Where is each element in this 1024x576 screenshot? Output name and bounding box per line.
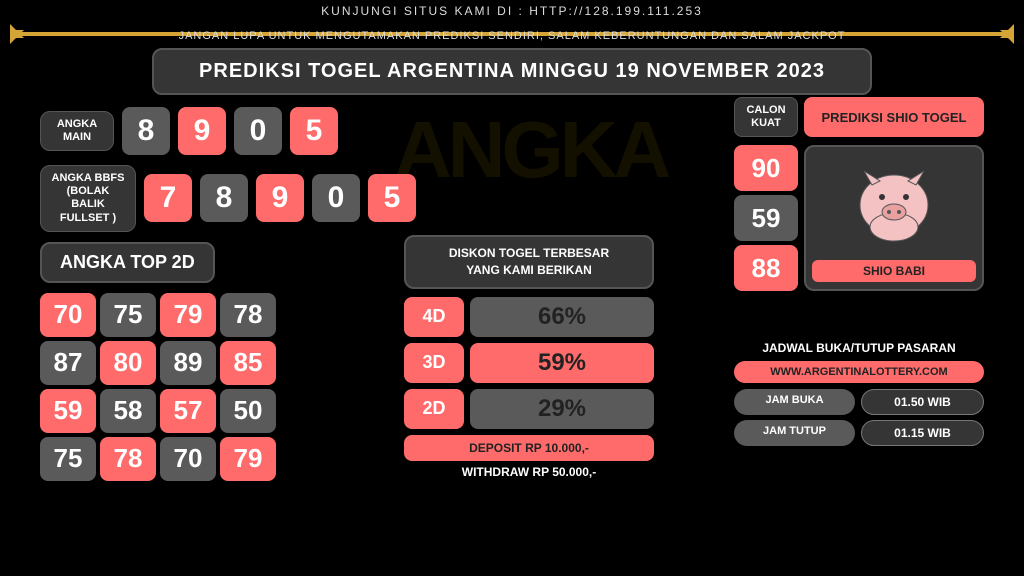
number-ball: 0	[234, 107, 282, 155]
top2d-cell: 75	[40, 437, 96, 481]
number-ball: 8	[122, 107, 170, 155]
top2d-cell: 50	[220, 389, 276, 433]
discount-value: 66%	[470, 297, 654, 337]
top2d-cell: 78	[220, 293, 276, 337]
discount-label: 2D	[404, 389, 464, 429]
number-ball: 9	[178, 107, 226, 155]
discount-row: 4D66%	[404, 297, 654, 337]
close-label: JAM TUTUP	[734, 420, 855, 446]
calon-numbers: 905988	[734, 145, 798, 291]
top2d-cell: 70	[40, 293, 96, 337]
top2d-cell: 79	[220, 437, 276, 481]
top2d-cell: 89	[160, 341, 216, 385]
calon-number: 90	[734, 145, 798, 191]
number-ball: 5	[290, 107, 338, 155]
angka-bbfs-label: ANGKA BBFS(BOLAK BALIKFULLSET )	[40, 165, 136, 232]
calon-kuat-label: CALONKUAT	[734, 97, 798, 137]
discount-label: 3D	[404, 343, 464, 383]
number-ball: 0	[312, 174, 360, 222]
schedule-site: WWW.ARGENTINALOTTERY.COM	[734, 361, 984, 383]
calon-number: 88	[734, 245, 798, 291]
top2d-cell: 80	[100, 341, 156, 385]
top2d-cell: 70	[160, 437, 216, 481]
discount-row: 3D59%	[404, 343, 654, 383]
shio-box: SHIO BABI	[804, 145, 984, 291]
discount-value: 29%	[470, 389, 654, 429]
open-label: JAM BUKA	[734, 389, 855, 415]
footer-text: JANGAN LUPA UNTUK MENGUTAMAKAN PREDIKSI …	[0, 30, 1024, 42]
top2d-cell: 59	[40, 389, 96, 433]
top2d-cell: 57	[160, 389, 216, 433]
discount-label: 4D	[404, 297, 464, 337]
discount-value: 59%	[470, 343, 654, 383]
top2d-cell: 85	[220, 341, 276, 385]
shio-name: SHIO BABI	[812, 260, 976, 282]
number-ball: 9	[256, 174, 304, 222]
withdraw-info: WITHDRAW RP 50.000,-	[404, 465, 654, 479]
deposit-info: DEPOSIT RP 10.000,-	[404, 435, 654, 461]
top2d-cell: 79	[160, 293, 216, 337]
close-time: 01.15 WIB	[861, 420, 984, 446]
angka-main-label: ANGKAMAIN	[40, 111, 114, 151]
shio-prediction-button[interactable]: PREDIKSI SHIO TOGEL	[804, 97, 984, 137]
discount-row: 2D29%	[404, 389, 654, 429]
calon-number: 59	[734, 195, 798, 241]
schedule-section: JADWAL BUKA/TUTUP PASARAN WWW.ARGENTINAL…	[734, 341, 984, 446]
header-text: KUNJUNGI SITUS KAMI DI : HTTP://128.199.…	[0, 4, 1024, 18]
open-time: 01.50 WIB	[861, 389, 984, 415]
top2d-cell: 78	[100, 437, 156, 481]
diskon-title: DISKON TOGEL TERBESARYANG KAMI BERIKAN	[404, 235, 654, 289]
number-ball: 5	[368, 174, 416, 222]
number-ball: 7	[144, 174, 192, 222]
page-title: PREDIKSI TOGEL ARGENTINA MINGGU 19 NOVEM…	[152, 48, 872, 95]
top2d-title: ANGKA TOP 2D	[40, 242, 215, 283]
schedule-title: JADWAL BUKA/TUTUP PASARAN	[734, 341, 984, 355]
top2d-cell: 58	[100, 389, 156, 433]
pig-icon	[844, 157, 944, 247]
top2d-cell: 75	[100, 293, 156, 337]
number-ball: 8	[200, 174, 248, 222]
top2d-cell: 87	[40, 341, 96, 385]
